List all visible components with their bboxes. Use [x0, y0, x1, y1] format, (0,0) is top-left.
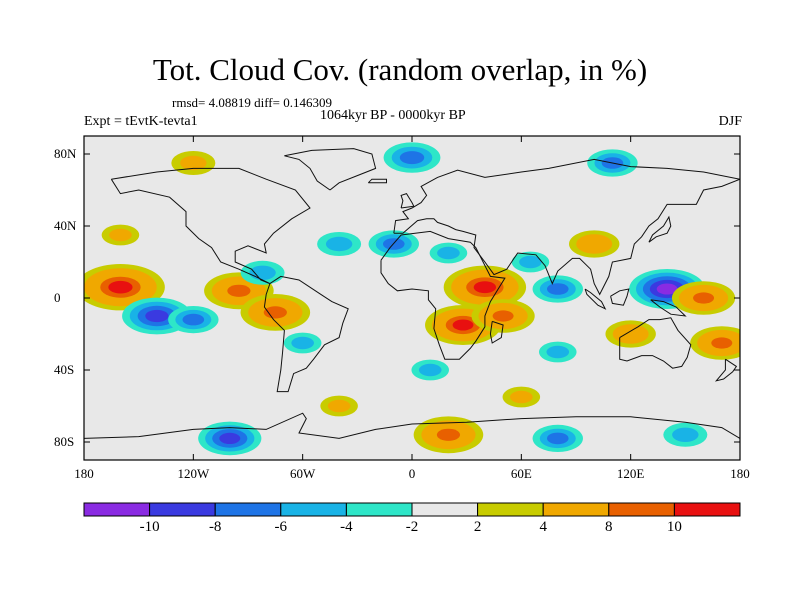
- colorbar-swatch-8: [608, 502, 675, 517]
- field-contour-2-2: [182, 313, 205, 326]
- colorbar-label-3: -4: [340, 519, 353, 535]
- x-tick-label-3: 0: [408, 466, 416, 481]
- x-tick-label-4: 60E: [510, 466, 532, 481]
- colorbar-swatch-1: [149, 502, 216, 517]
- colorbar-swatch-7: [542, 502, 610, 517]
- x-tick-label-1: 120W: [177, 466, 210, 481]
- field-contour-31-1: [510, 390, 533, 404]
- colorbar-swatch-2: [214, 502, 282, 517]
- field-contour-11-4: [452, 319, 474, 331]
- coastlines: [84, 148, 740, 439]
- coastline-iceland: [367, 178, 387, 184]
- coastline-antarctica: [84, 412, 740, 439]
- field-contour-20-1: [109, 228, 132, 242]
- colorbar-label-8: 10: [666, 519, 682, 535]
- coastline-eurasia: [393, 158, 740, 296]
- field-contour-29-1: [672, 427, 699, 442]
- y-tick-label-2: 0: [54, 290, 61, 305]
- field-contour-4-3: [263, 306, 287, 319]
- field-contour-16-4: [656, 283, 678, 295]
- field-contour-27-3: [436, 428, 461, 441]
- coastline-south-america: [263, 275, 349, 393]
- coastline-north-america: [110, 167, 311, 285]
- x-tick-label-2: 60W: [290, 466, 316, 481]
- field-contour-12-3: [492, 310, 514, 322]
- field-contour-26-3: [219, 432, 241, 444]
- colorbar-swatch-4: [345, 502, 413, 517]
- colorbar-label-7: 8: [605, 519, 613, 535]
- coastline-uk: [400, 192, 415, 209]
- field-contour-17-3: [693, 292, 715, 304]
- x-tick-label-6: 180: [730, 466, 750, 481]
- field-contour-18-2: [619, 328, 642, 340]
- field-contour-13-1: [519, 255, 542, 269]
- axis-ticks: [83, 136, 741, 460]
- coastline-japan: [648, 215, 672, 243]
- rmsd-diff-text: rmsd= 4.08819 diff= 0.146309: [172, 95, 332, 110]
- colorbar-label-1: -8: [208, 519, 222, 535]
- colorbar-label-6: 4: [539, 519, 547, 535]
- colorbar-swatch-5: [411, 502, 479, 517]
- field-contour-15-2: [583, 238, 606, 250]
- coastline-new-zealand: [714, 358, 738, 382]
- field-contour-3-3: [227, 284, 251, 297]
- x-tick-label-5: 120E: [616, 466, 645, 481]
- field-contour-7-1: [325, 236, 353, 252]
- x-tick-label-0: 180: [74, 466, 94, 481]
- colorbar-swatch-0: [83, 502, 151, 517]
- field-contour-6-1: [291, 336, 314, 350]
- field-contour-19-3: [711, 337, 733, 349]
- field-contour-24-2: [399, 151, 425, 165]
- field-contour-21-1: [418, 363, 442, 377]
- field-contour-22-1: [546, 345, 570, 359]
- season-label: DJF: [718, 114, 742, 129]
- colorbar-label-4: -2: [405, 519, 419, 535]
- plot-background: [84, 136, 740, 460]
- field-contour-14-2: [546, 283, 569, 295]
- field-contour-5-1: [249, 265, 276, 280]
- coastline-madagascar: [489, 320, 504, 344]
- experiment-label: Expt = tEvtK-tevta1: [84, 114, 198, 129]
- cloud-cover-field: [84, 142, 740, 456]
- y-tick-label-3: 40S: [54, 362, 75, 377]
- y-tick-label-4: 80S: [54, 434, 75, 449]
- coastline-new-guinea: [650, 299, 687, 317]
- field-contour-0-4: [108, 280, 133, 294]
- coastline-greenland: [284, 148, 377, 191]
- coastline-africa: [380, 230, 506, 360]
- field-contour-30-1: [327, 399, 351, 413]
- colorbar-swatch-6: [477, 502, 544, 517]
- colorbar-label-0: -10: [139, 519, 160, 535]
- coastline-australia: [619, 317, 692, 369]
- y-tick-label-1: 40N: [54, 218, 77, 233]
- coastline-borneo: [610, 288, 630, 306]
- y-tick-label-0: 80N: [54, 146, 77, 161]
- colorbar-label-5: 2: [473, 519, 482, 535]
- field-contour-23-1: [180, 155, 207, 171]
- chart-title: Tot. Cloud Cov. (random overlap, in %): [152, 52, 648, 87]
- field-contour-28-2: [546, 432, 569, 445]
- field-contour-9-1: [437, 246, 460, 260]
- colorbar: [83, 502, 741, 517]
- coastline-sumatra: [584, 288, 607, 310]
- field-contour-10-4: [473, 281, 497, 294]
- colorbar-swatch-9: [673, 502, 741, 517]
- field-contour-1-3: [145, 309, 169, 323]
- colorbar-label-2: -6: [274, 519, 288, 535]
- colorbar-swatch-3: [280, 502, 347, 517]
- time-period-text: 1064kyr BP - 0000kyr BP: [320, 108, 466, 123]
